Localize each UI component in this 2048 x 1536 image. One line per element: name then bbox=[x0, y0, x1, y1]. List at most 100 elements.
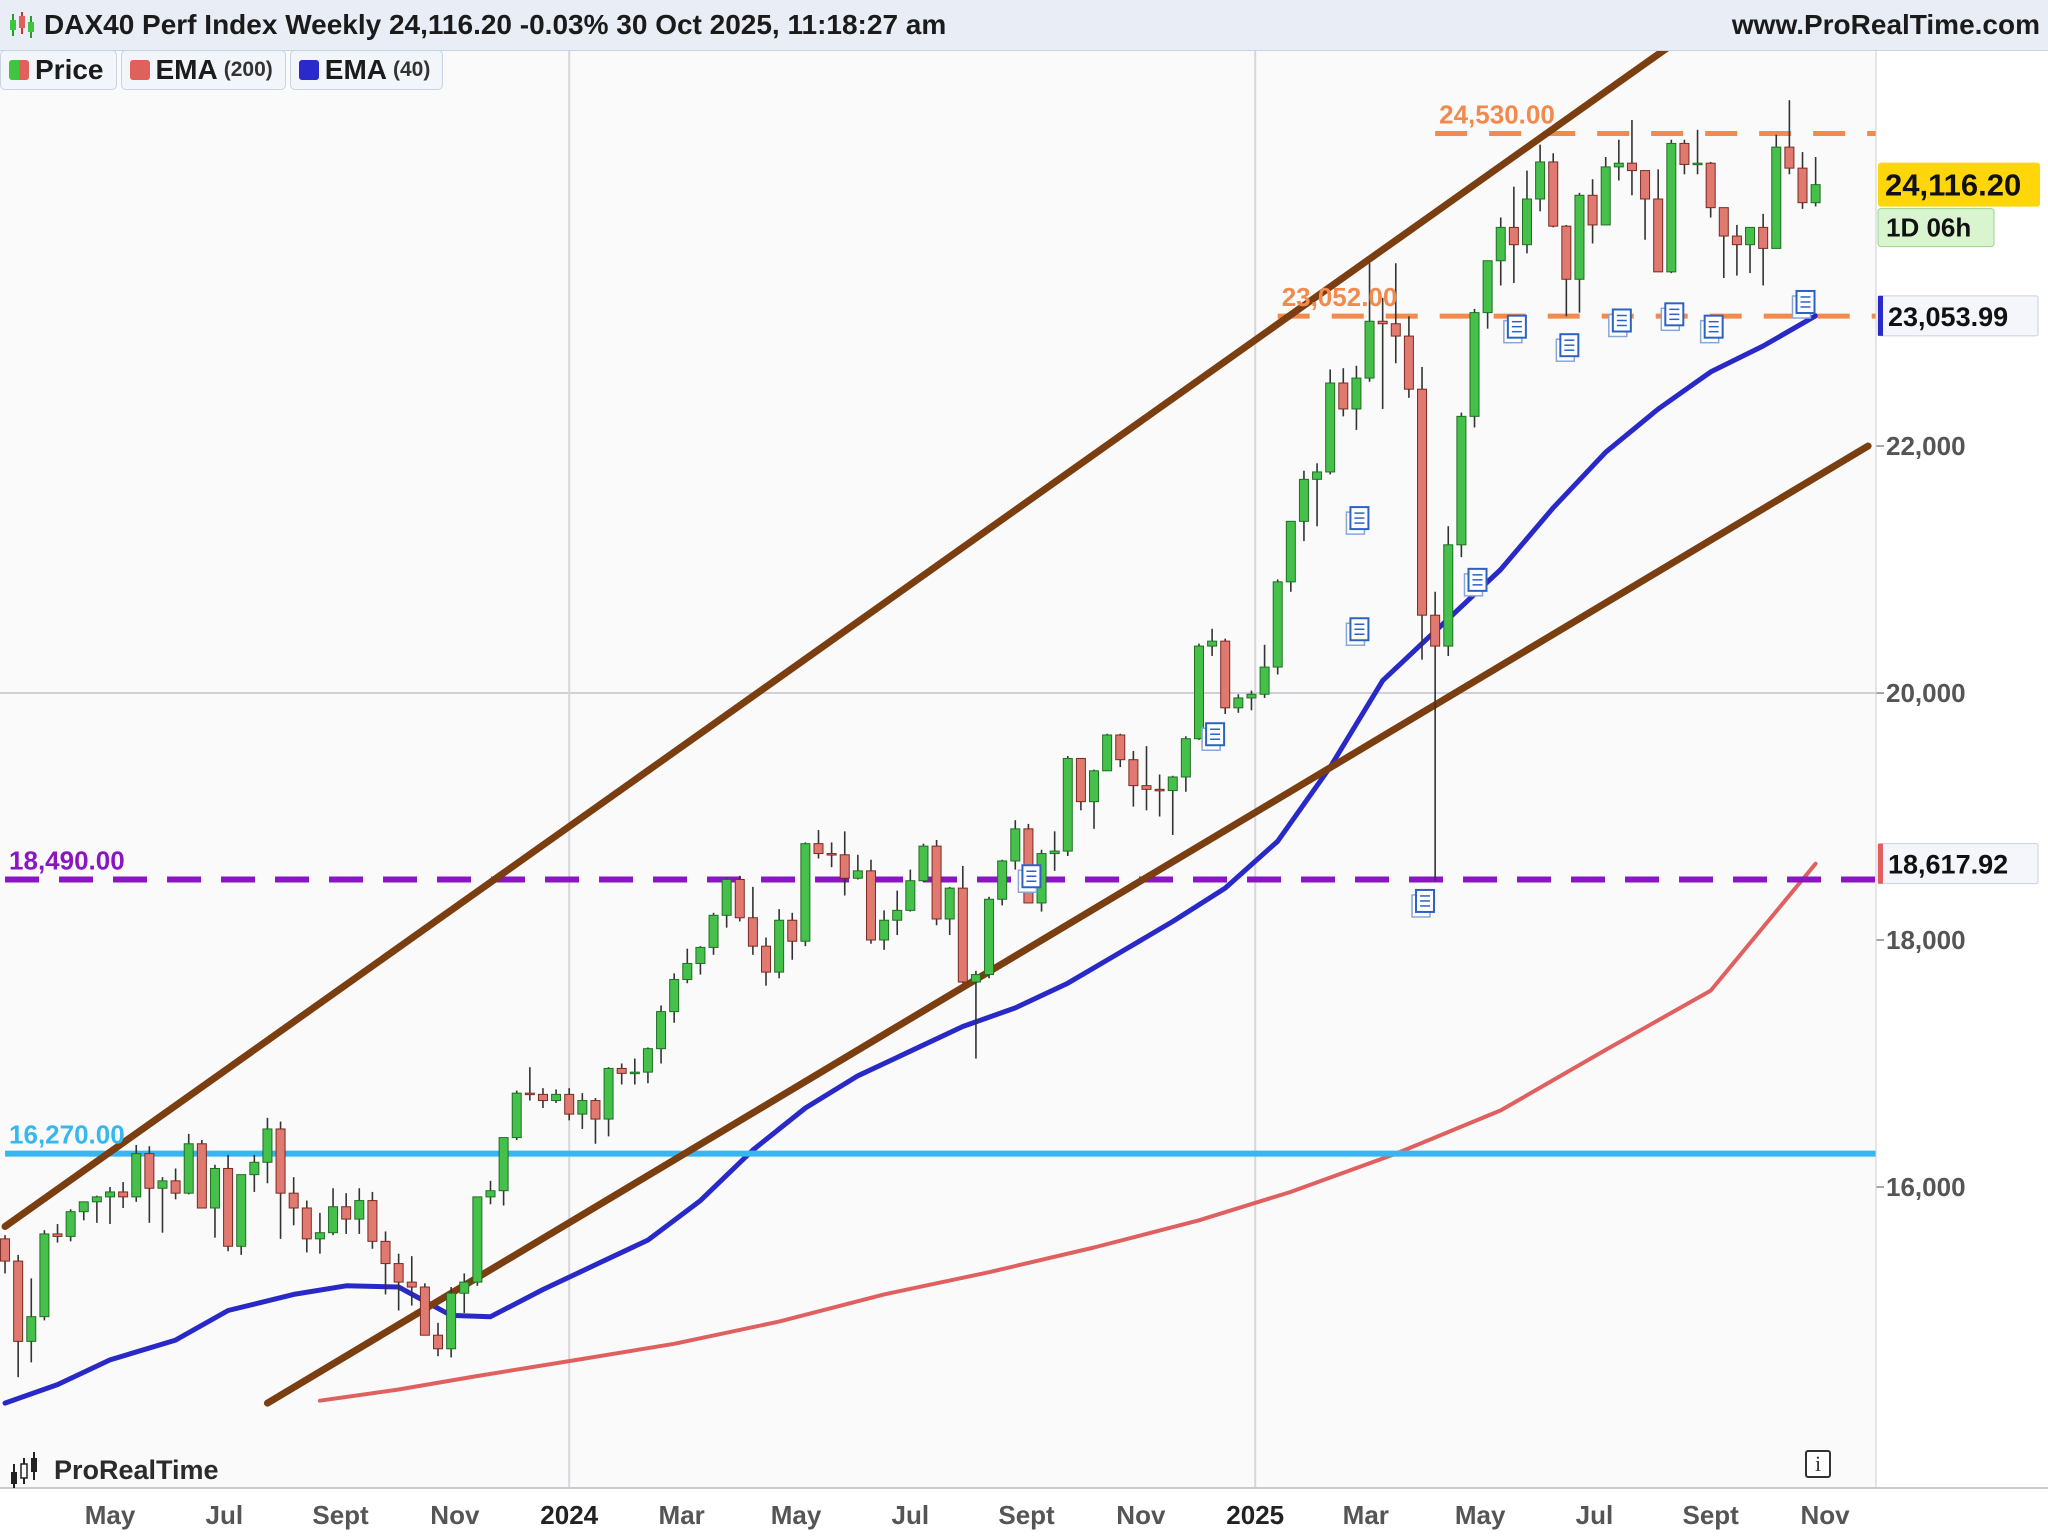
candle-body bbox=[1049, 850, 1060, 855]
indicator-legend: Price EMA (200) EMA (40) bbox=[0, 50, 444, 90]
trend-channel[interactable] bbox=[1, 0, 1872, 1407]
candle-body bbox=[341, 1206, 352, 1220]
candle-body bbox=[839, 854, 850, 879]
candle-body bbox=[1220, 640, 1231, 709]
y-tick-label: 22,000 bbox=[1886, 431, 1966, 461]
candle-body bbox=[905, 880, 916, 911]
site-link[interactable]: www.ProRealTime.com bbox=[1731, 9, 2040, 40]
candle-body bbox=[26, 1316, 37, 1342]
candle-body bbox=[170, 1180, 181, 1194]
candle-body bbox=[1154, 788, 1165, 792]
candle-body bbox=[524, 1092, 535, 1096]
legend-price-label: Price bbox=[35, 54, 104, 85]
candle-body bbox=[682, 962, 693, 981]
legend-ema-200[interactable]: EMA (200) bbox=[120, 50, 286, 90]
candle-body bbox=[629, 1071, 640, 1075]
candle-body bbox=[52, 1233, 63, 1237]
prorealtime-watermark: ProRealTime bbox=[8, 1450, 219, 1490]
candle-body bbox=[1193, 645, 1204, 740]
x-axis[interactable]: May Jul Sept Nov 2024 Mar May Jul Sept Nov 2025 Mar… bbox=[0, 1487, 2048, 1530]
document-marker-icon[interactable] bbox=[1345, 506, 1370, 535]
document-marker-icon[interactable] bbox=[1345, 617, 1370, 646]
candle-body bbox=[577, 1100, 588, 1115]
ema-200-line bbox=[317, 861, 1818, 1403]
document-marker-icon[interactable] bbox=[1660, 302, 1685, 332]
candle-body bbox=[774, 919, 785, 973]
channel-line-lower[interactable] bbox=[263, 442, 1872, 1407]
candle-body bbox=[65, 1211, 76, 1237]
channel-line-upper[interactable] bbox=[1, 0, 1802, 1231]
candle-body bbox=[747, 917, 758, 947]
candle-body bbox=[1574, 194, 1585, 280]
candle-body bbox=[236, 1174, 247, 1247]
candle-body bbox=[852, 870, 863, 879]
candlestick-logo-icon bbox=[11, 1452, 37, 1488]
candle-body bbox=[787, 919, 798, 942]
candle-body bbox=[1797, 167, 1808, 204]
ema-200-swatch-icon bbox=[129, 60, 150, 80]
document-marker-icon[interactable] bbox=[1608, 308, 1632, 338]
candle-body bbox=[551, 1093, 562, 1102]
candle-body bbox=[1272, 581, 1283, 668]
x-tick-label: Nov bbox=[1116, 1500, 1166, 1530]
candle-body bbox=[537, 1093, 548, 1102]
document-marker-icon[interactable] bbox=[1411, 888, 1436, 918]
document-marker-icon[interactable] bbox=[1503, 314, 1527, 344]
candle-body bbox=[1351, 377, 1362, 410]
candle-body bbox=[314, 1232, 325, 1240]
document-marker-icon[interactable] bbox=[1201, 722, 1226, 751]
candle-timer-text: 1D 06h bbox=[1886, 213, 1971, 243]
ema-40-swatch-icon bbox=[298, 60, 319, 80]
candlestick-chart-icon bbox=[10, 12, 34, 38]
legend-ema-40[interactable]: EMA (40) bbox=[289, 50, 444, 90]
candle-body bbox=[1784, 146, 1795, 169]
candle-body bbox=[511, 1092, 522, 1139]
candle-body bbox=[1600, 166, 1611, 226]
x-tick-label: Jul bbox=[892, 1500, 930, 1530]
x-tick-label: Nov bbox=[430, 1500, 480, 1530]
candle-body bbox=[406, 1281, 417, 1288]
candle-body bbox=[196, 1143, 207, 1209]
x-tick-label: May bbox=[771, 1500, 822, 1530]
document-marker-icon[interactable] bbox=[1555, 333, 1580, 362]
last-price-badge bbox=[1878, 162, 2040, 207]
candle-body bbox=[695, 946, 706, 964]
candle-body bbox=[1167, 776, 1178, 792]
legend-ema-40-label: EMA bbox=[324, 54, 387, 85]
legend-price[interactable]: Price bbox=[0, 50, 117, 90]
document-marker-icon[interactable] bbox=[1017, 864, 1042, 893]
candle-body bbox=[262, 1128, 273, 1163]
candle-body bbox=[879, 919, 890, 941]
y-tick-label: 20,000 bbox=[1886, 678, 1966, 708]
candle-body bbox=[144, 1153, 155, 1189]
candle-body bbox=[918, 845, 929, 882]
legend-ema-200-label: EMA bbox=[155, 54, 218, 85]
info-button[interactable]: i bbox=[1805, 1450, 1831, 1478]
candle-body bbox=[209, 1167, 220, 1209]
candle-body bbox=[1430, 614, 1441, 647]
annotation-markers[interactable] bbox=[1017, 289, 1816, 918]
candle-body bbox=[642, 1048, 653, 1073]
candle-body bbox=[1587, 194, 1598, 226]
document-marker-icon[interactable] bbox=[1463, 567, 1488, 597]
plot-background bbox=[0, 50, 1876, 1488]
candle-body bbox=[1141, 785, 1152, 790]
y-axis-background bbox=[1876, 50, 2048, 1488]
candle-body bbox=[1626, 162, 1637, 172]
candle-body bbox=[1495, 226, 1506, 262]
candle-body bbox=[1233, 697, 1244, 709]
candle-body bbox=[1417, 388, 1428, 616]
candle-body bbox=[275, 1128, 286, 1194]
candle-body bbox=[446, 1292, 457, 1350]
candle-body bbox=[118, 1191, 129, 1198]
candle-body bbox=[970, 974, 981, 983]
candle-body bbox=[223, 1167, 234, 1247]
document-marker-icon[interactable] bbox=[1699, 314, 1724, 344]
document-marker-icon[interactable] bbox=[1791, 289, 1816, 319]
candle-body bbox=[1561, 225, 1572, 280]
candle-body bbox=[1403, 335, 1414, 390]
candle-body bbox=[1640, 170, 1651, 200]
candle-body bbox=[1298, 478, 1309, 522]
